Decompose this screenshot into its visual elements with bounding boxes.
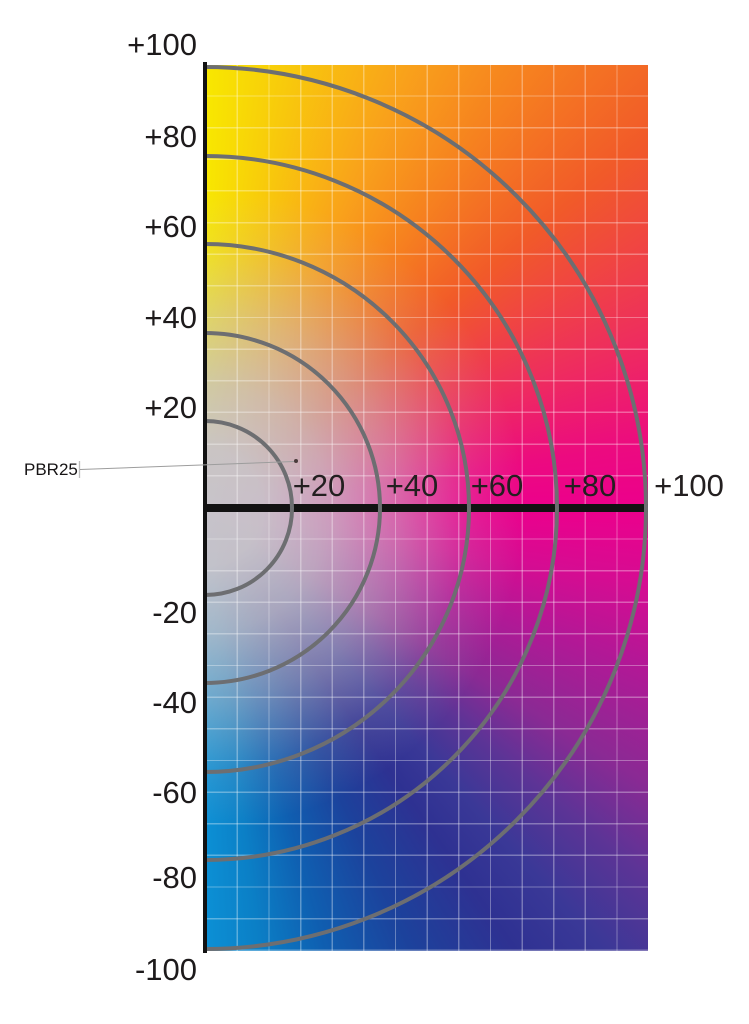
b-axis-tick-label: +60 (144, 209, 197, 244)
a-axis-tick-label: +40 (385, 468, 439, 503)
point-label-pbr25: PBR25 (24, 460, 78, 479)
a-axis-tick-label: +100 (654, 468, 724, 503)
b-axis-tick-label: +100 (127, 27, 197, 62)
b-axis-tick-label: -100 (134, 952, 197, 987)
color-gamut-semicircle (205, 65, 648, 951)
a-axis-tick-label: +80 (563, 468, 617, 503)
b-axis-tick-label: +20 (144, 390, 197, 425)
outer-rim (205, 65, 648, 951)
b-axis-tick-label: -80 (152, 860, 197, 895)
a-axis-tick-label: +20 (292, 468, 346, 503)
b-axis-tick-label: -40 (152, 685, 197, 720)
b-axis-tick-label: -20 (152, 595, 197, 630)
b-axis-tick-label: +40 (144, 300, 197, 335)
b-axis-tick-label: +80 (144, 119, 197, 154)
b-axis-line (203, 62, 207, 953)
a-axis-tick-label: +60 (470, 468, 524, 503)
b-axis-tick-label: -60 (152, 775, 197, 810)
